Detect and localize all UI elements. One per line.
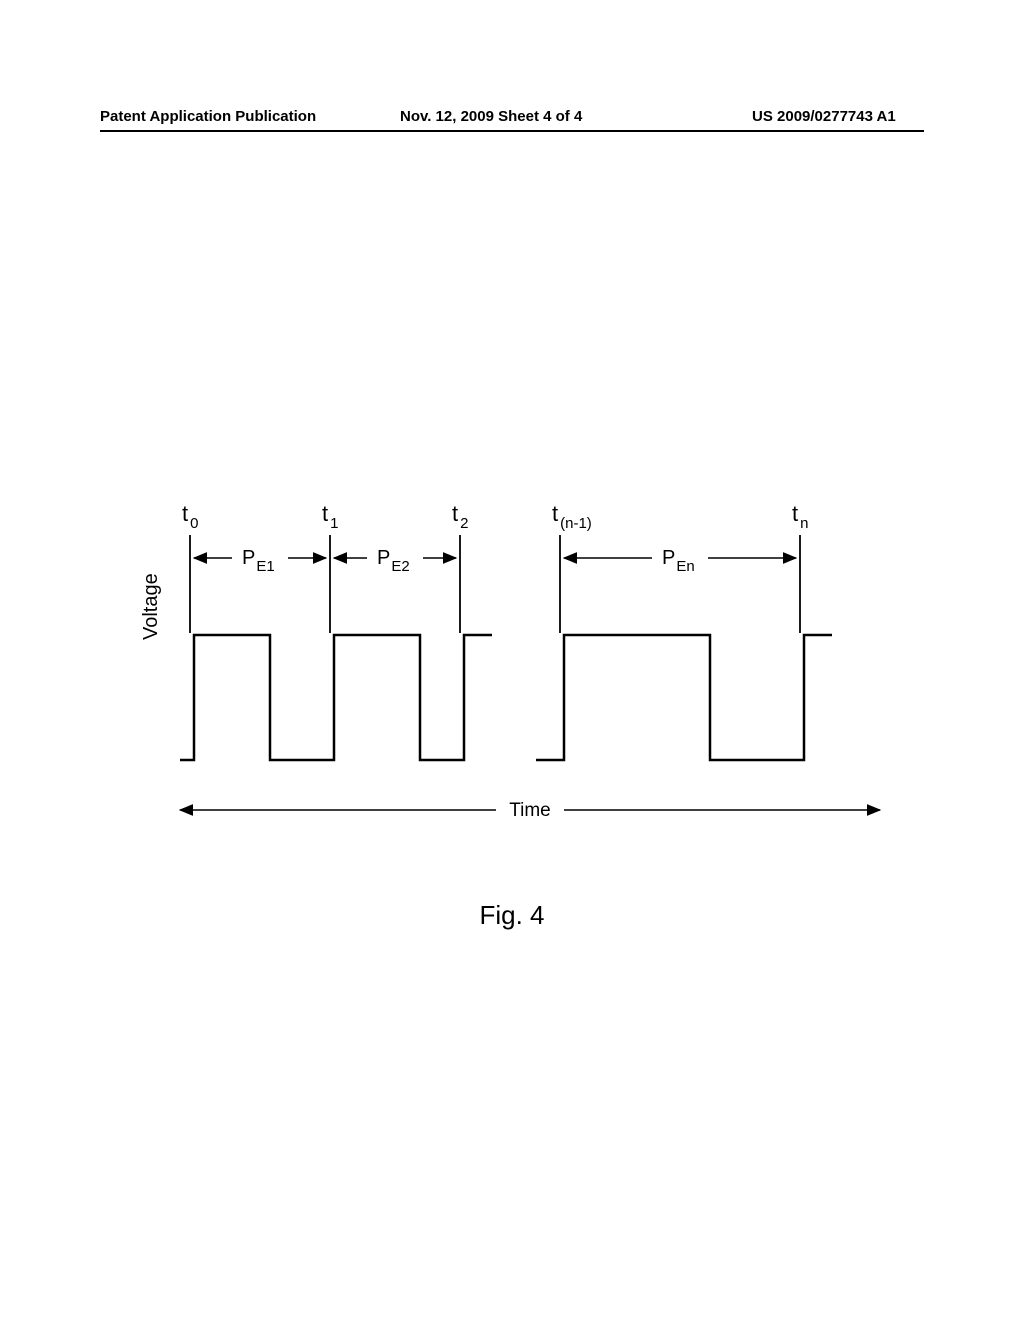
svg-text:t2: t2 <box>452 501 468 532</box>
svg-text:tn: tn <box>792 501 808 532</box>
page-header: Patent Application Publication Nov. 12, … <box>0 108 1024 138</box>
figure-4: Voltage t0 t1 t2 t(n-1) tn PE1 PE2 PEn Time Fig.… <box>120 470 904 970</box>
y-axis-label: Voltage <box>140 573 163 640</box>
svg-text:t(n-1): t(n-1) <box>552 501 592 532</box>
header-center: Nov. 12, 2009 Sheet 4 of 4 <box>400 108 582 125</box>
figure-caption: Fig. 4 <box>120 900 904 931</box>
header-rule <box>100 130 924 132</box>
svg-text:PEn: PEn <box>662 547 695 575</box>
waveform-svg: t0 t1 t2 t(n-1) tn PE1 PE2 PEn Time <box>120 470 904 870</box>
svg-text:t0: t0 <box>182 501 198 532</box>
header-right: US 2009/0277743 A1 <box>752 108 896 125</box>
page: Patent Application Publication Nov. 12, … <box>0 0 1024 1320</box>
svg-text:PE2: PE2 <box>377 547 410 575</box>
svg-text:t1: t1 <box>322 501 338 532</box>
header-left: Patent Application Publication <box>100 108 316 125</box>
svg-text:PE1: PE1 <box>242 547 275 575</box>
svg-text:Time: Time <box>509 800 551 821</box>
